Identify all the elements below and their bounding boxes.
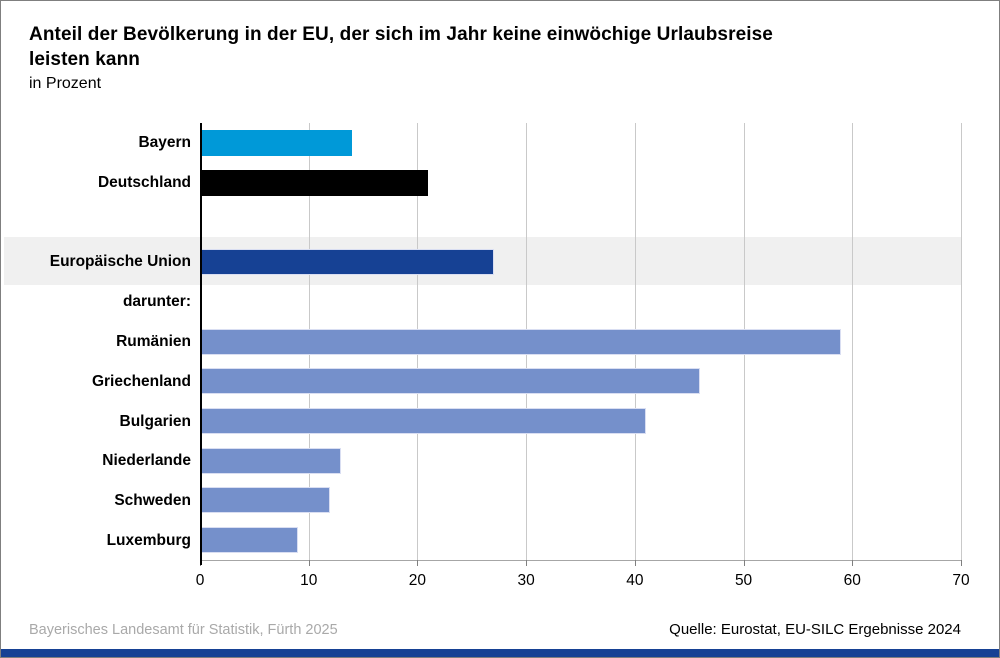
bar-Rumänien xyxy=(200,328,842,355)
category-label-Europäische Union: Europäische Union xyxy=(49,253,191,271)
tick-40 xyxy=(634,560,636,566)
bar-slot-2 xyxy=(200,202,961,242)
category-label-spacer xyxy=(1,203,191,243)
bar-slot-1 xyxy=(200,163,961,203)
bar-slot-4 xyxy=(200,282,961,322)
category-label-Bayern: Bayern xyxy=(138,133,191,151)
category-label-column: Bayern Deutschland Europäische Union darunt… xyxy=(1,123,191,561)
section-label: darunter: xyxy=(122,293,191,311)
bar-rows xyxy=(200,123,961,560)
bar-Deutschland xyxy=(200,169,429,196)
tick-label-60: 60 xyxy=(843,572,861,589)
tick-label-30: 30 xyxy=(517,572,535,589)
corporate-bottom-stripe xyxy=(1,649,999,657)
y-axis-line xyxy=(200,123,202,565)
tick-label-40: 40 xyxy=(626,572,644,589)
bar-slot-5 xyxy=(200,322,961,362)
tick-70 xyxy=(961,560,962,566)
bar-Niederlande xyxy=(200,447,342,474)
category-label-Bulgarien: Bulgarien xyxy=(119,412,191,430)
tick-60 xyxy=(852,560,854,566)
bar-Bayern xyxy=(200,129,353,156)
bar-Luxemburg xyxy=(200,527,298,554)
tick-20 xyxy=(417,560,419,566)
bar-Bulgarien xyxy=(200,408,646,434)
bar-slot-3 xyxy=(200,242,961,282)
category-label-Schweden: Schweden xyxy=(114,492,191,510)
tick-label-20: 20 xyxy=(408,572,427,589)
tick-label-70: 70 xyxy=(952,572,970,589)
chart-subtitle: in Prozent xyxy=(29,75,102,92)
tick-30 xyxy=(526,560,528,566)
source-credit: Quelle: Eurostat, EU-SILC Ergebnisse 202… xyxy=(669,621,961,638)
chart-title-line2: leisten kann xyxy=(29,49,141,70)
category-label-Luxemburg: Luxemburg xyxy=(106,532,191,550)
plot-area xyxy=(200,123,962,566)
tick-label-0: 0 xyxy=(195,572,205,589)
gridline-70 xyxy=(961,123,962,560)
bar-slot-7 xyxy=(200,401,961,441)
bar-slot-6 xyxy=(200,361,961,401)
gridline-60 xyxy=(852,123,854,560)
x-axis-tick-labels: 0 10 20 30 40 50 60 70 xyxy=(196,572,970,592)
tick-50 xyxy=(743,560,745,566)
tick-10 xyxy=(308,560,310,566)
category-label-Griechenland: Griechenland xyxy=(91,372,191,390)
bar-slot-8 xyxy=(200,441,961,481)
publisher-credit: Bayerisches Landesamt für Statistik, Für… xyxy=(29,622,338,638)
bar-Europäische Union xyxy=(200,249,494,276)
bar-slot-9 xyxy=(200,481,961,521)
category-label-Niederlande: Niederlande xyxy=(102,452,191,470)
bar-Griechenland xyxy=(200,368,701,395)
bar-Schweden xyxy=(200,487,331,514)
tick-label-50: 50 xyxy=(734,572,753,589)
tick-label-10: 10 xyxy=(300,572,318,589)
chart-title-line1: Anteil der Bevölkerung in der EU, der si… xyxy=(29,24,773,45)
category-label-Rumänien: Rumänien xyxy=(116,332,191,350)
bar-slot-0 xyxy=(200,123,961,163)
bar-slot-10 xyxy=(200,520,961,560)
category-label-Deutschland: Deutschland xyxy=(97,173,191,191)
title-block: Anteil der Bevölkerung in der EU, der si… xyxy=(29,22,773,96)
